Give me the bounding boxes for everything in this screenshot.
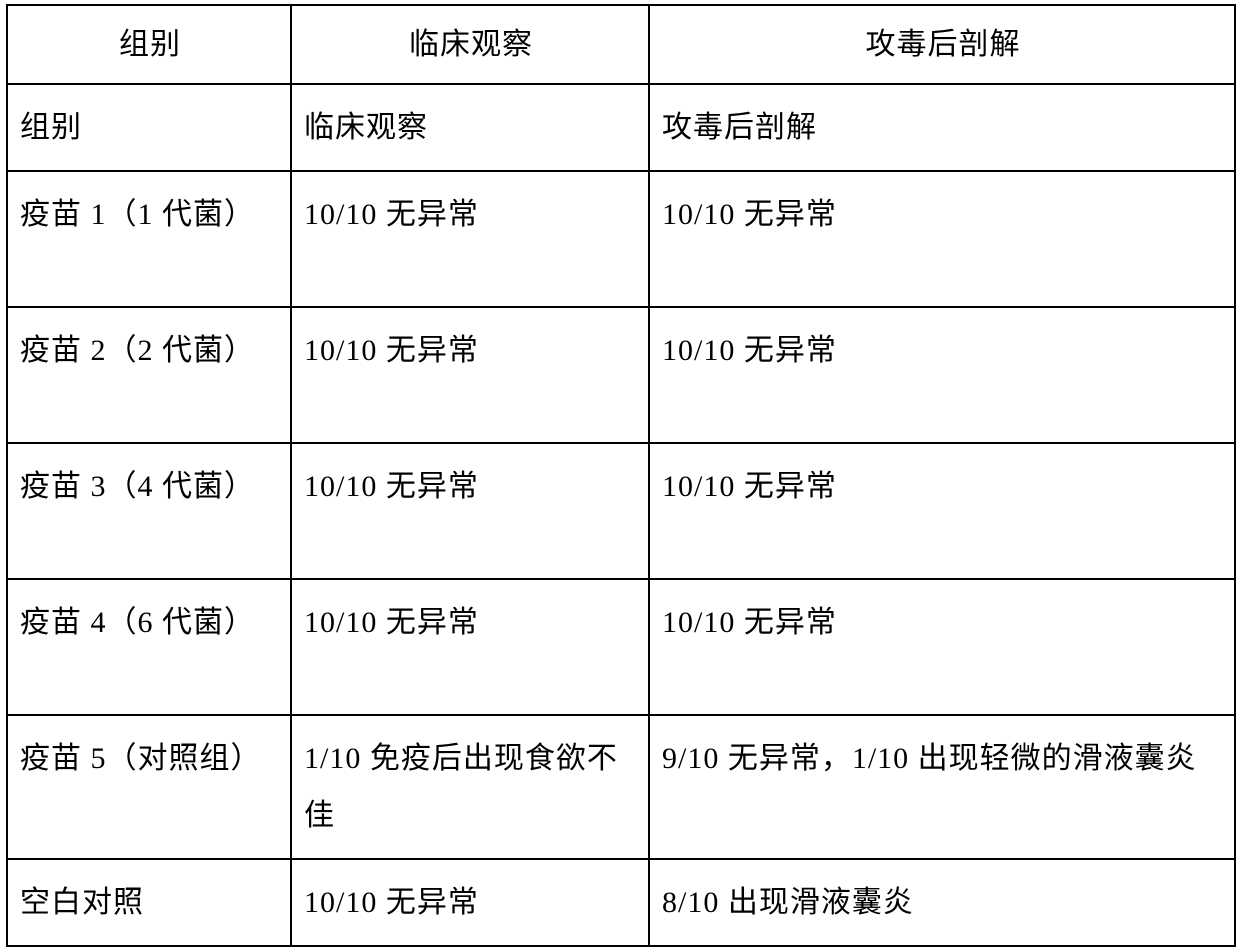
table-cell: 1/10 免疫后出现食欲不佳 (291, 715, 649, 859)
table-cell: 10/10 无异常 (649, 443, 1235, 579)
table-cell: 疫苗 3（4 代菌） (7, 443, 291, 579)
table-cell: 疫苗 4（6 代菌） (7, 579, 291, 715)
table-row: 疫苗 5（对照组）1/10 免疫后出现食欲不佳9/10 无异常，1/10 出现轻… (7, 715, 1235, 859)
table-row: 疫苗 2（2 代菌）10/10 无异常10/10 无异常 (7, 307, 1235, 443)
table-cell: 空白对照 (7, 859, 291, 946)
table-cell: 8/10 出现滑液囊炎 (649, 859, 1235, 946)
table-row: 疫苗 1（1 代菌）10/10 无异常10/10 无异常 (7, 171, 1235, 307)
table-row: 疫苗 3（4 代菌）10/10 无异常10/10 无异常 (7, 443, 1235, 579)
table-cell: 疫苗 2（2 代菌） (7, 307, 291, 443)
table-row: 组别临床观察攻毒后剖解 (7, 84, 1235, 171)
table-cell: 10/10 无异常 (649, 171, 1235, 307)
table-cell: 疫苗 1（1 代菌） (7, 171, 291, 307)
table-cell: 10/10 无异常 (291, 579, 649, 715)
table-cell: 组别 (7, 84, 291, 171)
col-header-necropsy: 攻毒后剖解 (649, 5, 1235, 84)
table-cell: 攻毒后剖解 (649, 84, 1235, 171)
table-row: 疫苗 4（6 代菌）10/10 无异常10/10 无异常 (7, 579, 1235, 715)
table-cell: 9/10 无异常，1/10 出现轻微的滑液囊炎 (649, 715, 1235, 859)
table-cell: 10/10 无异常 (649, 579, 1235, 715)
col-header-group: 组别 (7, 5, 291, 84)
table-cell: 10/10 无异常 (649, 307, 1235, 443)
table-cell: 10/10 无异常 (291, 307, 649, 443)
table-row: 空白对照10/10 无异常8/10 出现滑液囊炎 (7, 859, 1235, 946)
table-header-row: 组别 临床观察 攻毒后剖解 (7, 5, 1235, 84)
table-cell: 临床观察 (291, 84, 649, 171)
table-cell: 10/10 无异常 (291, 859, 649, 946)
col-header-clinical: 临床观察 (291, 5, 649, 84)
table-cell: 疫苗 5（对照组） (7, 715, 291, 859)
results-table: 组别 临床观察 攻毒后剖解 组别临床观察攻毒后剖解疫苗 1（1 代菌）10/10… (6, 4, 1236, 947)
table-cell: 10/10 无异常 (291, 443, 649, 579)
table-cell: 10/10 无异常 (291, 171, 649, 307)
table-body: 组别临床观察攻毒后剖解疫苗 1（1 代菌）10/10 无异常10/10 无异常疫… (7, 84, 1235, 946)
